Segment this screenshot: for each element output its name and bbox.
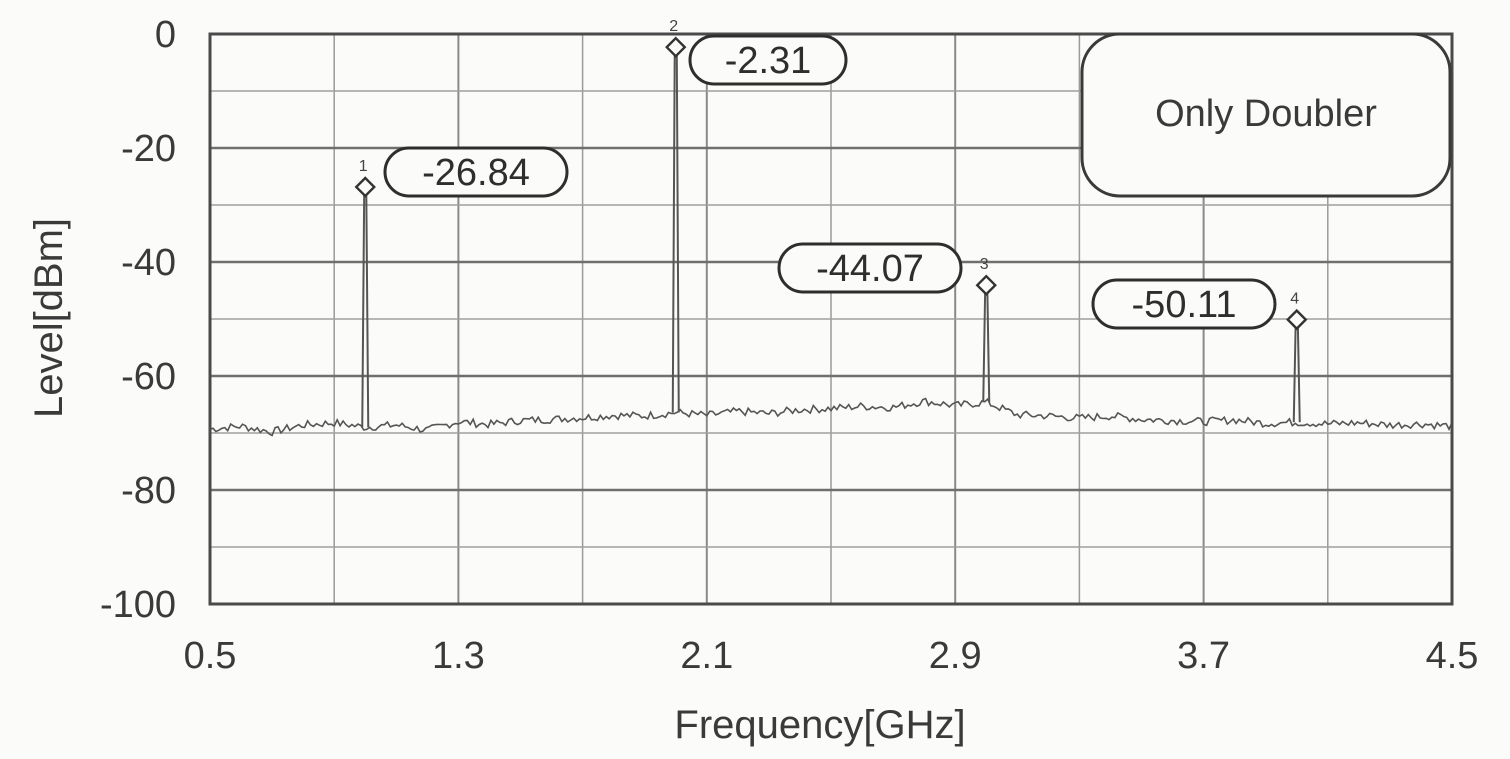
marker-3: 3 -44.07 <box>777 242 997 296</box>
x-tick-label: 4.5 <box>1426 635 1479 677</box>
marker-index-label: 1 <box>359 158 368 175</box>
x-axis-label: Frequency[GHz] <box>674 703 965 747</box>
marker-4: 4 -50.11 <box>1091 278 1308 331</box>
marker-value-label: -26.84 <box>422 152 530 194</box>
x-tick-label: 3.7 <box>1177 635 1230 677</box>
y-tick-label: 0 <box>155 14 176 56</box>
marker-index-label: 3 <box>980 256 989 273</box>
marker-value-box <box>688 34 848 86</box>
y-tick-label: -40 <box>121 242 176 284</box>
marker-value-box <box>777 242 963 294</box>
marker-value-box <box>383 146 569 198</box>
marker-value-label: -2.31 <box>725 40 812 82</box>
marker-index-label: 2 <box>669 18 678 35</box>
x-tick-label: 2.9 <box>929 635 982 677</box>
marker-value-label: -44.07 <box>816 248 924 290</box>
y-tick-label: -80 <box>121 470 176 512</box>
peak-line <box>671 46 680 413</box>
noise-floor-line <box>209 397 1453 437</box>
peak-line <box>982 284 991 403</box>
marker-index-label: 4 <box>1290 291 1299 308</box>
peak-line <box>361 185 370 428</box>
marker-value-label: -50.11 <box>1132 284 1237 326</box>
y-tick-label: -60 <box>121 356 176 398</box>
annotation-box: Only Doubler <box>1080 32 1452 198</box>
marker-diamond <box>665 36 687 58</box>
y-tick-label: -20 <box>121 128 176 170</box>
peak-line <box>1292 318 1301 423</box>
x-tick-label: 2.1 <box>680 635 733 677</box>
annotation-box-text: Only Doubler <box>1155 93 1377 135</box>
markers: 1 -26.84 2 -2.31 3 -44.07 4 -50.11 <box>354 18 1308 331</box>
marker-1: 1 -26.84 <box>354 146 569 198</box>
x-tick-label: 1.3 <box>432 635 485 677</box>
x-tick-label: 0.5 <box>184 635 237 677</box>
y-tick-labels: 0 -20 -40 -60 -80 -100 <box>100 14 176 626</box>
marker-diamond <box>1286 308 1308 331</box>
y-axis-label: Level[dBm] <box>27 218 71 418</box>
marker-diamond <box>975 274 997 296</box>
plot-border <box>208 32 1454 606</box>
x-tick-labels: 0.5 1.3 2.1 2.9 3.7 4.5 <box>184 635 1479 677</box>
plot-frame <box>208 32 1454 606</box>
marker-value-box <box>1091 278 1277 330</box>
marker-diamond <box>354 176 376 198</box>
marker-2: 2 -2.31 <box>665 18 848 86</box>
annotation-box-border <box>1080 32 1452 198</box>
y-tick-label: -100 <box>100 584 176 626</box>
